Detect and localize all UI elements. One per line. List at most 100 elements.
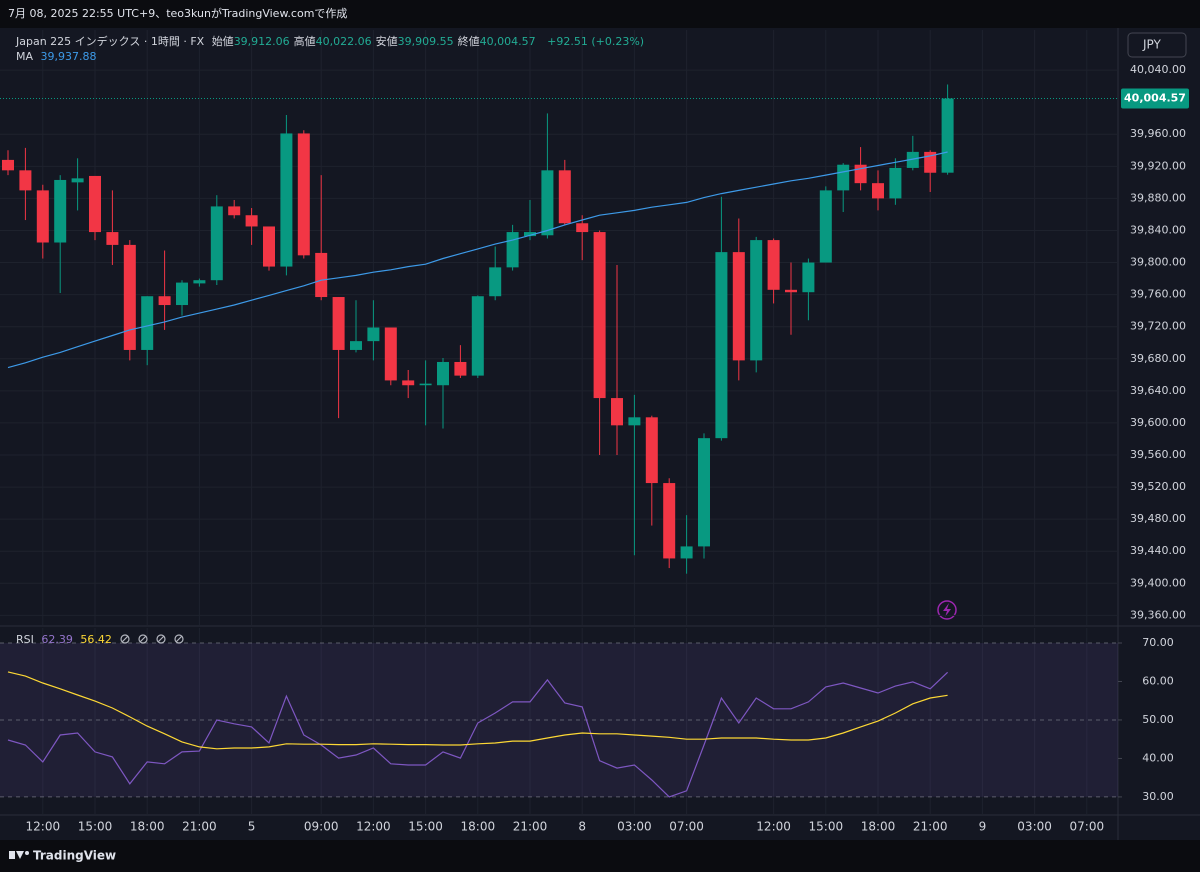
alert-icon[interactable]: [937, 600, 957, 620]
ma-line: [7, 151, 948, 369]
last-price-label: 40,004.57: [1124, 92, 1186, 105]
y-tick-label: 39,760.00: [1130, 288, 1186, 301]
candle-body: [384, 327, 397, 381]
y-tick-label: 40,040.00: [1130, 63, 1186, 76]
candle-body: [193, 280, 206, 284]
logo-part: [25, 851, 29, 855]
y-tick-label: 39,880.00: [1130, 191, 1186, 204]
currency-button[interactable]: [1127, 32, 1187, 58]
rsi-ma-value: 56.42: [80, 633, 112, 646]
candle-body: [628, 417, 641, 426]
alert-bolt[interactable]: [943, 603, 951, 617]
rsi-icons[interactable]: [119, 633, 189, 645]
candle-body: [419, 383, 432, 386]
icon[interactable]: [174, 634, 184, 644]
ohlc-legend: 始値39,912.06 高値40,022.06 安値39,909.55 終値40,00…: [212, 35, 540, 48]
y-tick-label: 39,520.00: [1130, 480, 1186, 493]
ohlc-value: 39,909.55: [397, 35, 454, 48]
candle-body: [350, 341, 362, 350]
y-tick-label: 39,440.00: [1130, 544, 1186, 557]
x-tick-label: 21:00: [513, 820, 548, 834]
x-tick-label: 15:00: [809, 820, 844, 834]
icon[interactable]: [157, 635, 165, 643]
candle-body: [611, 398, 623, 426]
x-tick-label: 18:00: [861, 820, 896, 834]
y-tick-label: 50.00: [1142, 713, 1174, 726]
candle-body: [732, 252, 745, 361]
candle-body: [315, 252, 328, 298]
rsi-line: [7, 671, 948, 750]
x-tick-label: 21:00: [913, 820, 948, 834]
change-label: +92.51 (+0.23%): [547, 35, 645, 48]
candle-body: [750, 240, 763, 361]
candle-body: [593, 232, 606, 399]
icon[interactable]: [139, 635, 147, 643]
ohlc-label: 始値: [211, 35, 234, 48]
candle-body: [506, 232, 519, 268]
candle-body: [698, 438, 710, 547]
candle-body: [906, 151, 919, 168]
x-tick-label: 09:00: [304, 820, 339, 834]
header-caption: 7月 08, 2025 22:55 UTC+9、teo3kunがTradingV…: [8, 6, 347, 20]
candle-body: [210, 206, 223, 281]
candle-body: [263, 226, 275, 267]
candle-body: [872, 183, 884, 199]
icon[interactable]: [175, 635, 183, 643]
y-tick-label: 39,560.00: [1130, 448, 1186, 461]
y-tick-label: 39,960.00: [1130, 127, 1186, 140]
candle-body: [524, 232, 536, 237]
ma-legend: MA 39,937.88: [16, 50, 101, 63]
candle-body: [767, 240, 780, 290]
ohlc-label: 安値: [375, 35, 398, 48]
y-tick-label: 39,600.00: [1130, 416, 1186, 429]
ohlc-value: 40,022.06: [315, 35, 372, 48]
icon[interactable]: [138, 634, 148, 644]
y-tick-label: 30.00: [1142, 790, 1174, 803]
y-tick-label: 39,680.00: [1130, 352, 1186, 365]
candle-body: [367, 327, 380, 342]
header-bar: [0, 0, 1200, 28]
candle-body: [280, 133, 293, 267]
candle-body: [489, 267, 502, 297]
candle-body: [19, 170, 32, 191]
candle-body: [2, 159, 14, 171]
candle-body: [228, 206, 241, 216]
candle-body: [924, 151, 937, 173]
icon[interactable]: [156, 634, 166, 644]
ohlc-value: 39,912.06: [233, 35, 290, 48]
icon[interactable]: [120, 634, 130, 644]
x-tick-label: 15:00: [408, 820, 443, 834]
rsi-band: [0, 643, 1118, 797]
candle-body: [454, 361, 467, 376]
candle-body: [106, 232, 119, 245]
candle-body: [576, 223, 589, 233]
x-tick-label: 8: [578, 820, 586, 834]
candle-body: [54, 179, 67, 243]
icon[interactable]: [121, 635, 129, 643]
chart-title: Japan 225 インデックス · 1時間 · FX: [16, 35, 205, 48]
x-tick-label: 07:00: [1070, 820, 1105, 834]
y-tick-label: 39,360.00: [1130, 608, 1186, 621]
currency-label[interactable]: JPY: [1142, 38, 1162, 52]
brand-logo: [9, 851, 29, 859]
candle-body: [176, 282, 188, 306]
y-tick-label: 39,920.00: [1130, 159, 1186, 172]
candle-body: [715, 252, 728, 439]
candle-body: [158, 296, 171, 306]
price-legend: Japan 225 インデックス · 1時間 · FX 始値39,912.06 高…: [16, 33, 648, 49]
brand-name: TradingView: [33, 849, 116, 863]
candle-body: [941, 98, 954, 173]
x-tick-label: 18:00: [461, 820, 496, 834]
candle-body: [680, 546, 693, 559]
ohlc-value: 40,004.57: [479, 35, 536, 48]
x-tick-label: 5: [248, 820, 256, 834]
y-tick-label: 39,840.00: [1130, 223, 1186, 236]
candle-body: [36, 190, 49, 243]
candle-body: [819, 190, 832, 263]
ohlc-label: 終値: [457, 35, 480, 48]
candle-body: [89, 175, 101, 233]
y-tick-label: 60.00: [1142, 674, 1174, 687]
candle-body: [71, 178, 84, 183]
alert-circle[interactable]: [937, 600, 957, 620]
